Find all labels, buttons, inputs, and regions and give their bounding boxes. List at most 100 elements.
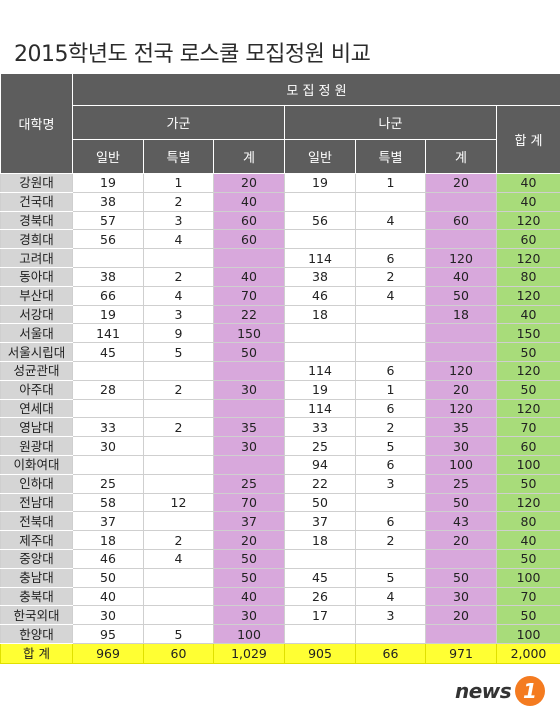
total-cell: 120 [496, 398, 560, 419]
b-special-cell: 1 [355, 173, 426, 193]
a-sum-cell: 40 [213, 266, 285, 287]
b-general-cell: 18 [284, 304, 356, 325]
table-row: 전남대 58 12 70 50 50 120 [0, 492, 560, 513]
a-special-cell [143, 436, 214, 456]
total-cell: 40 [496, 530, 560, 550]
b-special-cell: 2 [355, 417, 426, 438]
a-special-cell: 4 [143, 285, 214, 306]
a-special-cell: 2 [143, 191, 214, 212]
table-row: 서강대 19 3 22 18 18 40 [0, 304, 560, 325]
b-sum-cell: 35 [425, 417, 497, 438]
school-name-cell: 충북대 [0, 586, 73, 607]
a-sum-cell [213, 248, 285, 268]
total-cell: 80 [496, 511, 560, 532]
b-special-cell [355, 548, 426, 569]
a-general-cell: 141 [72, 323, 144, 344]
b-sum-cell: 50 [425, 492, 497, 513]
b-special-cell: 66 [355, 642, 426, 664]
b-special-cell: 4 [355, 285, 426, 306]
table-row: 중앙대 46 4 50 50 [0, 548, 560, 569]
a-general-cell: 46 [72, 548, 144, 569]
a-general-cell [72, 360, 144, 381]
school-name-cell: 영남대 [0, 417, 73, 438]
school-name-cell: 원광대 [0, 436, 73, 456]
school-name-cell: 연세대 [0, 398, 73, 419]
b-general-cell: 50 [284, 492, 356, 513]
a-general-cell: 38 [72, 266, 144, 287]
b-general-cell: 17 [284, 605, 356, 626]
school-name-cell: 건국대 [0, 191, 73, 212]
a-special-cell [143, 605, 214, 626]
b-sum-cell: 40 [425, 266, 497, 287]
school-name-cell: 아주대 [0, 379, 73, 400]
school-name-cell: 인하대 [0, 473, 73, 494]
b-general-cell [284, 342, 356, 362]
a-special-cell: 4 [143, 229, 214, 250]
b-sum-cell: 20 [425, 173, 497, 193]
a-general-cell: 37 [72, 511, 144, 532]
a-sum-cell: 150 [213, 323, 285, 344]
school-name-cell: 한국외대 [0, 605, 73, 626]
a-general-cell: 56 [72, 229, 144, 250]
b-general-cell: 37 [284, 511, 356, 532]
b-sum-cell: 120 [425, 398, 497, 419]
a-special-cell: 2 [143, 417, 214, 438]
quota-header: 모 집 정 원 [72, 73, 560, 106]
table-row: 이화여대 94 6 100 100 [0, 454, 560, 475]
b-special-cell: 4 [355, 210, 426, 231]
school-name-cell: 동아대 [0, 266, 73, 287]
b-special-cell [355, 229, 426, 250]
a-sum-cell: 60 [213, 229, 285, 250]
a-general-cell: 95 [72, 624, 144, 644]
logo-text: news [455, 679, 512, 703]
a-special-cell [143, 248, 214, 268]
a-special-cell [143, 360, 214, 381]
a-special-cell: 3 [143, 210, 214, 231]
a-sum-cell: 70 [213, 285, 285, 306]
total-header: 합 계 [496, 105, 560, 174]
table-row: 건국대 38 2 40 40 [0, 191, 560, 212]
b-general-cell: 19 [284, 173, 356, 193]
b-general-cell: 56 [284, 210, 356, 231]
a-general-cell: 19 [72, 173, 144, 193]
a-sum-cell: 40 [213, 586, 285, 607]
b-special-cell [355, 304, 426, 325]
b-general-cell [284, 548, 356, 569]
total-cell: 50 [496, 379, 560, 400]
b-sum-cell: 20 [425, 605, 497, 626]
a-special-cell [143, 398, 214, 419]
table-row: 경희대 56 4 60 60 [0, 229, 560, 250]
a-sum-cell: 50 [213, 342, 285, 362]
a-special-cell [143, 586, 214, 607]
total-cell: 80 [496, 266, 560, 287]
b-sum-cell: 971 [425, 642, 497, 664]
b-special-cell: 4 [355, 586, 426, 607]
table-row: 강원대 19 1 20 19 1 20 40 [0, 173, 560, 193]
b-general-cell: 18 [284, 530, 356, 550]
b-special-cell [355, 492, 426, 513]
a-general-cell [72, 398, 144, 419]
b-special-cell: 5 [355, 436, 426, 456]
table-row: 한국외대 30 30 17 3 20 50 [0, 605, 560, 626]
b-general-cell: 114 [284, 360, 356, 381]
logo-mark-text: 1 [523, 679, 537, 703]
a-special-cell: 2 [143, 266, 214, 287]
a-sum-cell [213, 398, 285, 419]
a-special-cell: 5 [143, 624, 214, 644]
a-general-cell: 66 [72, 285, 144, 306]
a-general-cell: 33 [72, 417, 144, 438]
a-special-cell: 4 [143, 548, 214, 569]
table-row: 영남대 33 2 35 33 2 35 70 [0, 417, 560, 438]
b-special-header: 특별 [355, 139, 426, 174]
table-row: 충남대 50 50 45 5 50 100 [0, 567, 560, 588]
school-name-cell: 제주대 [0, 530, 73, 550]
a-special-cell: 3 [143, 304, 214, 325]
b-sum-cell: 120 [425, 360, 497, 381]
quota-table: 대학명 모 집 정 원 가군 나군 합 계 일반 특별 계 일반 특별 계 강원… [0, 73, 560, 664]
table-row: 부산대 66 4 70 46 4 50 120 [0, 285, 560, 306]
table-row: 충북대 40 40 26 4 30 70 [0, 586, 560, 607]
school-name-cell: 성균관대 [0, 360, 73, 381]
total-cell: 50 [496, 342, 560, 362]
b-general-cell: 25 [284, 436, 356, 456]
a-sum-cell: 22 [213, 304, 285, 325]
